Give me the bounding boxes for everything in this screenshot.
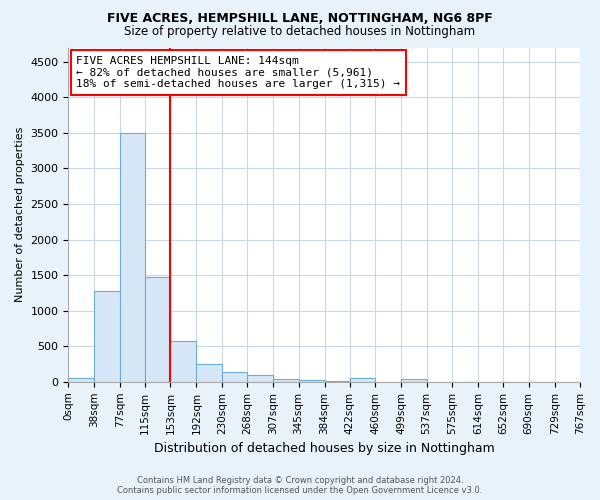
Bar xyxy=(170,341,196,382)
Bar xyxy=(120,133,145,382)
Bar xyxy=(325,381,350,382)
Bar xyxy=(68,378,94,382)
Bar xyxy=(222,372,247,382)
Bar xyxy=(273,378,299,382)
Bar xyxy=(299,380,325,382)
Bar xyxy=(401,379,427,382)
Bar xyxy=(350,378,375,382)
X-axis label: Distribution of detached houses by size in Nottingham: Distribution of detached houses by size … xyxy=(154,442,494,455)
Text: FIVE ACRES, HEMPSHILL LANE, NOTTINGHAM, NG6 8PF: FIVE ACRES, HEMPSHILL LANE, NOTTINGHAM, … xyxy=(107,12,493,26)
Bar xyxy=(196,364,222,382)
Y-axis label: Number of detached properties: Number of detached properties xyxy=(15,127,25,302)
Text: Size of property relative to detached houses in Nottingham: Size of property relative to detached ho… xyxy=(124,25,476,38)
Text: Contains HM Land Registry data © Crown copyright and database right 2024.
Contai: Contains HM Land Registry data © Crown c… xyxy=(118,476,482,495)
Bar xyxy=(247,376,273,382)
Text: FIVE ACRES HEMPSHILL LANE: 144sqm
← 82% of detached houses are smaller (5,961)
1: FIVE ACRES HEMPSHILL LANE: 144sqm ← 82% … xyxy=(76,56,400,89)
Bar xyxy=(145,276,170,382)
Bar xyxy=(94,292,120,382)
